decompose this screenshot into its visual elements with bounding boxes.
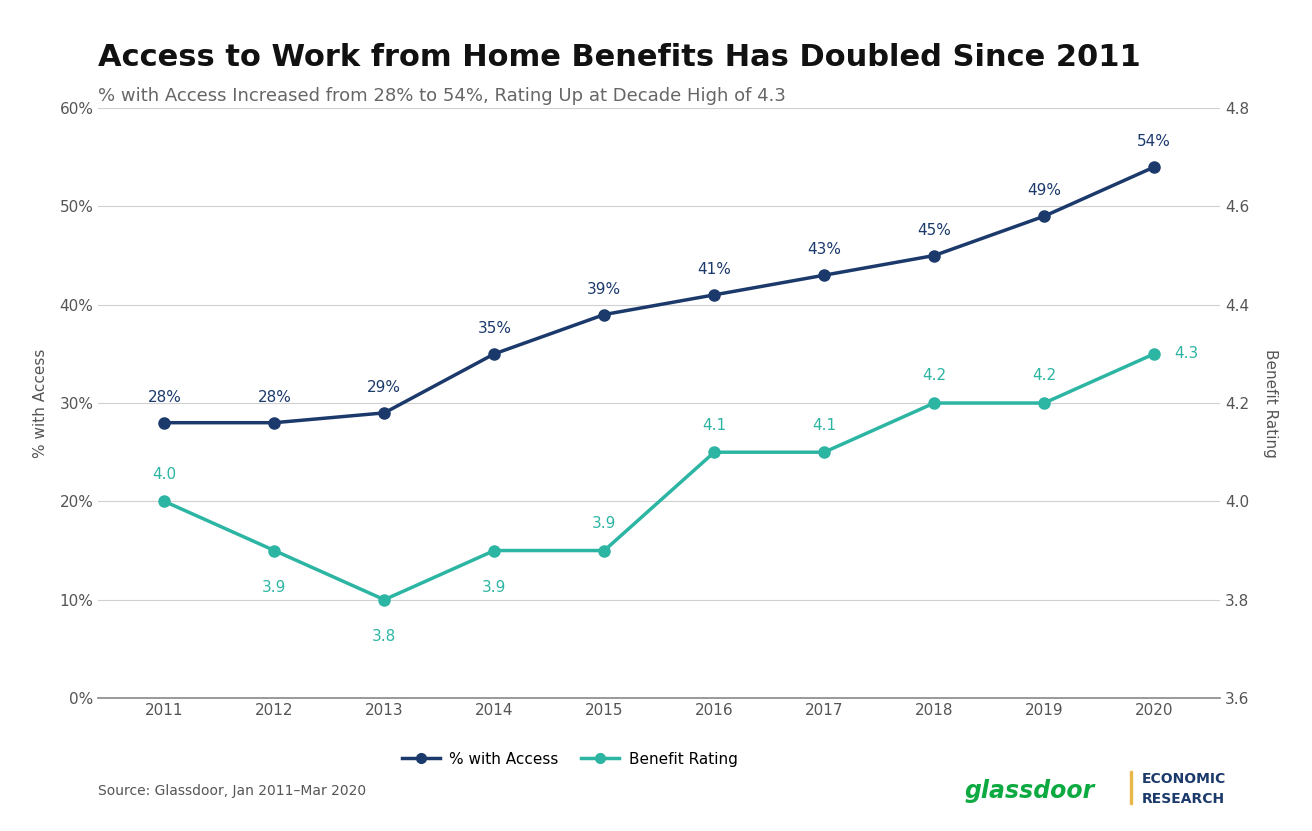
Text: % with Access Increased from 28% to 54%, Rating Up at Decade High of 4.3: % with Access Increased from 28% to 54%,… [98, 87, 786, 106]
Text: 49%: 49% [1027, 184, 1061, 199]
Benefit Rating [156, 496, 172, 506]
Text: Source: Glassdoor, Jan 2011–Mar 2020: Source: Glassdoor, Jan 2011–Mar 2020 [98, 784, 366, 798]
Text: 45%: 45% [917, 223, 951, 238]
% with Access [377, 408, 392, 418]
Text: glassdoor: glassdoor [964, 779, 1094, 803]
Y-axis label: % with Access: % with Access [33, 348, 49, 458]
Text: 4.2: 4.2 [922, 368, 946, 383]
Benefit Rating [1036, 398, 1052, 408]
Benefit Rating [816, 447, 832, 457]
% with Access [597, 309, 613, 319]
Y-axis label: Benefit Rating: Benefit Rating [1263, 348, 1278, 458]
Text: 4.3: 4.3 [1174, 347, 1198, 361]
Benefit Rating [487, 545, 502, 555]
Benefit Rating [266, 545, 282, 555]
Text: 4.1: 4.1 [702, 417, 727, 432]
Benefit Rating [926, 398, 942, 408]
Legend: % with Access, Benefit Rating: % with Access, Benefit Rating [395, 745, 744, 773]
Text: 4.2: 4.2 [1033, 368, 1056, 383]
% with Access [706, 290, 722, 300]
% with Access [1036, 211, 1052, 221]
Text: 28%: 28% [257, 390, 291, 405]
% with Access [266, 418, 282, 428]
Line: % with Access: % with Access [159, 161, 1160, 428]
Benefit Rating [1147, 349, 1162, 359]
Text: 39%: 39% [588, 282, 622, 297]
Text: 3.9: 3.9 [592, 516, 617, 531]
Line: Benefit Rating: Benefit Rating [159, 348, 1160, 605]
Text: ECONOMIC: ECONOMIC [1141, 773, 1225, 786]
% with Access [816, 270, 832, 280]
Text: 4.1: 4.1 [812, 417, 836, 432]
Text: 4.0: 4.0 [152, 467, 176, 482]
% with Access [487, 349, 502, 359]
Text: 54%: 54% [1138, 135, 1172, 150]
Text: 35%: 35% [478, 321, 512, 337]
Text: Access to Work from Home Benefits Has Doubled Since 2011: Access to Work from Home Benefits Has Do… [98, 43, 1141, 72]
Text: RESEARCH: RESEARCH [1141, 793, 1224, 806]
Benefit Rating [377, 595, 392, 605]
Text: 3.9: 3.9 [262, 580, 286, 595]
Text: 3.8: 3.8 [373, 629, 396, 644]
Benefit Rating [597, 545, 613, 555]
% with Access [926, 251, 942, 261]
% with Access [1147, 162, 1162, 172]
% with Access [156, 418, 172, 428]
Text: 3.9: 3.9 [482, 580, 506, 595]
Text: 29%: 29% [367, 380, 401, 396]
Benefit Rating [706, 447, 722, 457]
Text: 41%: 41% [698, 262, 731, 278]
Text: 28%: 28% [147, 390, 181, 405]
Text: 43%: 43% [807, 243, 841, 258]
